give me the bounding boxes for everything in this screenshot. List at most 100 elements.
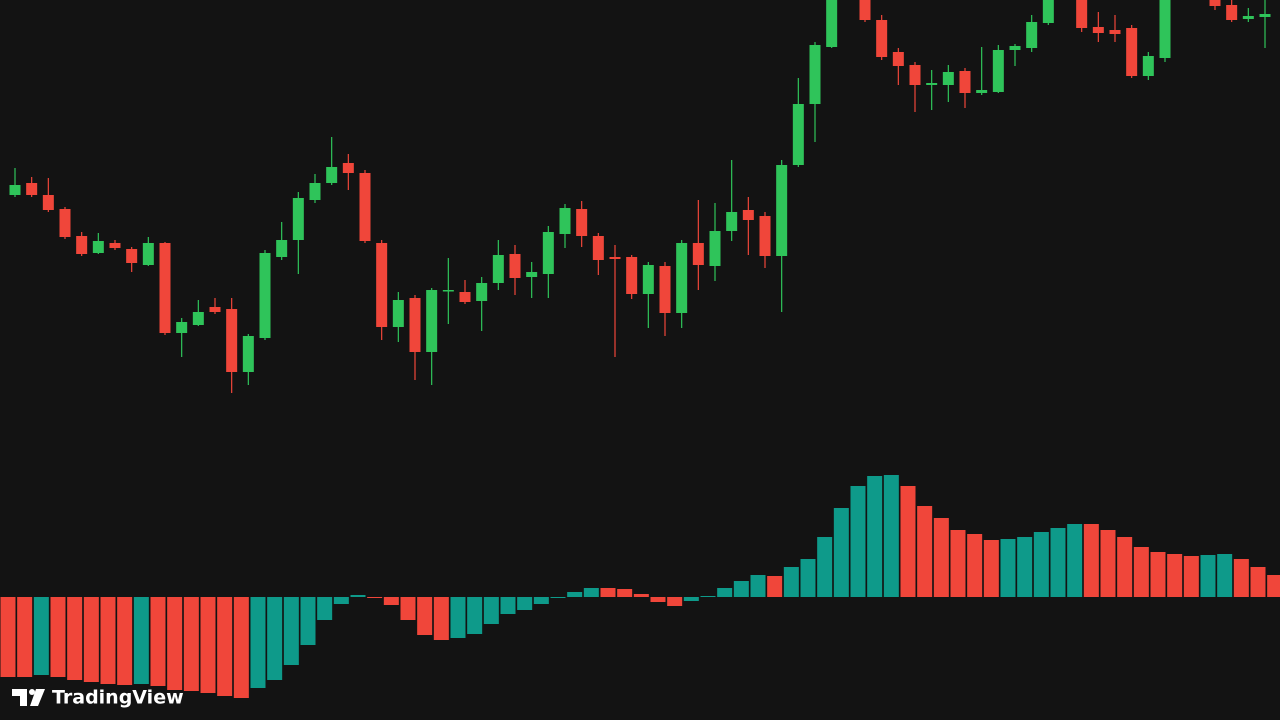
candle-body [1209, 0, 1221, 6]
candle-body [942, 72, 954, 85]
candle-body [726, 212, 738, 231]
candle-body [826, 0, 838, 47]
logo-icon [12, 689, 27, 706]
candle-body [359, 173, 371, 241]
candle-body [276, 240, 288, 257]
candle-body [1126, 28, 1138, 76]
histogram-bar [800, 559, 816, 597]
candle-body [42, 195, 54, 210]
histogram-bar [317, 597, 333, 620]
candle-body [292, 198, 304, 240]
logo-icon-dot [29, 689, 35, 695]
histogram-bar [600, 588, 616, 597]
histogram-bar [1117, 537, 1133, 597]
candle-body [342, 163, 354, 173]
candle-body [1142, 56, 1154, 76]
candle-body [426, 290, 438, 352]
histogram-bar [783, 567, 799, 597]
candle-body [1159, 0, 1171, 58]
histogram-bar [683, 597, 699, 601]
histogram-bar [117, 597, 133, 685]
histogram-bar [433, 597, 449, 640]
histogram-bar [617, 589, 633, 597]
histogram-bar [483, 597, 499, 624]
histogram-bar [200, 597, 216, 693]
logo: TradingView [12, 687, 184, 709]
histogram-bar [1267, 575, 1280, 597]
histogram-bar [1217, 554, 1233, 597]
histogram-bar [283, 597, 299, 665]
oscillator-pane [0, 475, 1280, 698]
histogram-bar [1100, 530, 1116, 597]
candle-body [59, 209, 71, 237]
candle-body [26, 183, 38, 195]
candle-body [142, 243, 154, 265]
histogram-bar [467, 597, 483, 634]
candle-body [542, 232, 554, 274]
histogram-bar [700, 596, 716, 597]
candle-body [1026, 22, 1038, 48]
candle-body [226, 309, 238, 372]
histogram-bar [333, 597, 349, 604]
histogram-bar [217, 597, 233, 696]
histogram-bar [533, 597, 549, 604]
histogram-bar [1183, 556, 1199, 597]
histogram-bar [1083, 524, 1099, 597]
histogram-bar [267, 597, 283, 680]
candle-body [576, 209, 588, 236]
candle-body [376, 243, 388, 327]
candle-body [892, 52, 904, 66]
candle-body [626, 257, 638, 294]
histogram-bar [100, 597, 116, 684]
histogram-bar [367, 597, 383, 598]
histogram-bar [33, 597, 49, 675]
histogram-bar [933, 518, 949, 597]
candle-body [859, 0, 871, 20]
histogram-bar [350, 595, 366, 597]
candle-body [159, 243, 171, 333]
histogram-bar [1250, 567, 1266, 597]
histogram-bar [650, 597, 666, 602]
candle-body [642, 265, 654, 294]
histogram-bar [233, 597, 249, 698]
histogram-bar [1067, 524, 1083, 597]
histogram-bar [1233, 559, 1249, 597]
candle-body [1042, 0, 1054, 23]
candle-body [742, 210, 754, 220]
candle-body [326, 167, 338, 183]
histogram-bar [1017, 537, 1033, 597]
candle-body [9, 185, 21, 195]
candle-body [192, 312, 204, 325]
histogram-bar [400, 597, 416, 620]
histogram-bar [750, 575, 766, 597]
histogram-bar [1150, 552, 1166, 597]
histogram-bar [833, 508, 849, 597]
candle-body [109, 243, 121, 248]
candle-body [809, 45, 821, 104]
candle-body [1009, 46, 1021, 50]
candle-body [676, 243, 688, 313]
candle-body [409, 298, 421, 352]
candle-body [1109, 30, 1121, 34]
histogram-bar [900, 486, 916, 597]
histogram-bar [150, 597, 166, 686]
candle-body [509, 254, 521, 278]
candle-body [876, 20, 888, 57]
candle-body [759, 216, 771, 256]
histogram-bar [550, 597, 566, 598]
candle-body [92, 241, 104, 253]
histogram-bar [1000, 539, 1016, 597]
logo-text: TradingView [52, 687, 184, 709]
histogram-bar [517, 597, 533, 610]
histogram-bar [717, 588, 733, 597]
histogram-bar [917, 506, 933, 597]
histogram-bar [767, 576, 783, 597]
candle-body [909, 65, 921, 85]
histogram-bar [950, 530, 966, 597]
candle-body [176, 322, 188, 333]
candle-body [259, 253, 271, 338]
candle-body [392, 300, 404, 327]
candle-body [526, 272, 538, 277]
candle-body [709, 231, 721, 266]
